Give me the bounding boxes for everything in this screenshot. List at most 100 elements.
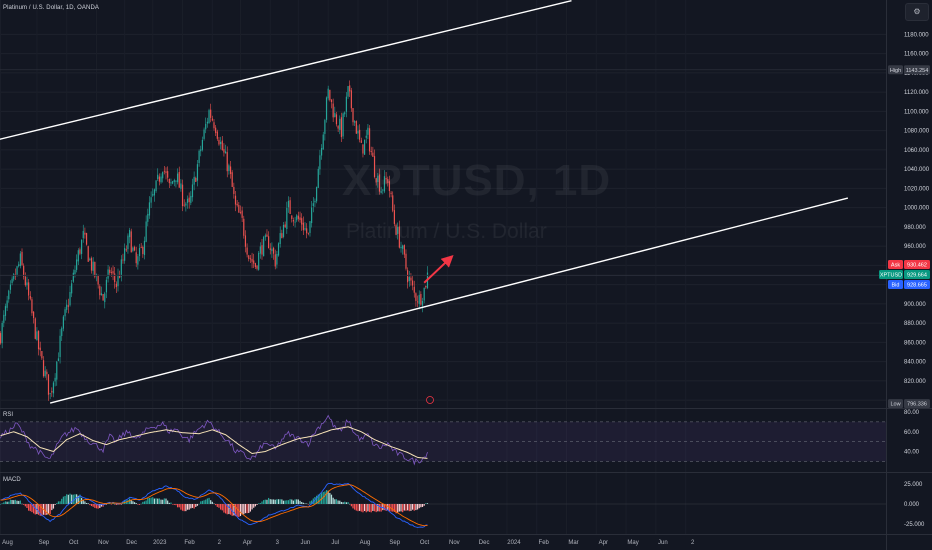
- gear-icon[interactable]: ⚙: [905, 3, 929, 21]
- macd-histogram-bar: [407, 504, 409, 511]
- rsi-pane[interactable]: [0, 414, 886, 466]
- candle-body: [57, 358, 60, 361]
- macd-histogram-bar: [292, 500, 295, 504]
- bid-value: 928.665: [907, 283, 927, 289]
- x-tick-label: Aug: [2, 540, 13, 546]
- candle-body: [282, 224, 285, 237]
- macd-histogram-bar: [39, 504, 41, 516]
- candle-body: [205, 123, 207, 130]
- macd-histogram-bar: [220, 504, 222, 510]
- red-arrow[interactable]: [423, 254, 454, 284]
- macd-histogram-bar: [277, 499, 280, 504]
- macd-histogram-bar: [254, 504, 256, 507]
- low-label: Low: [890, 402, 900, 408]
- macd-histogram-bar: [264, 499, 266, 504]
- candle-body: [137, 256, 139, 265]
- candle-body: [281, 233, 283, 239]
- macd-histogram-bar: [128, 498, 131, 504]
- candle-body: [13, 273, 15, 280]
- macd-histogram-bar: [339, 500, 341, 504]
- alert-icon[interactable]: [426, 396, 434, 404]
- candle-body: [92, 261, 94, 271]
- candle-body: [163, 170, 165, 172]
- macd-histogram-bar: [370, 504, 372, 513]
- lower-channel-line[interactable]: [49, 197, 849, 404]
- candle-body: [416, 301, 419, 303]
- upper-channel-line[interactable]: [0, 0, 572, 141]
- macd-histogram-bar: [208, 497, 210, 504]
- candle-body: [420, 294, 422, 305]
- candle-body: [229, 166, 232, 174]
- macd-histogram-bar: [196, 504, 199, 506]
- rsi-line: [0, 414, 428, 466]
- high-badge: High 1143.254: [888, 65, 930, 75]
- macd-histogram-bar: [67, 494, 69, 504]
- candle-body: [357, 130, 359, 134]
- x-tick-label: Nov: [449, 540, 460, 546]
- macd-histogram-bar: [37, 504, 40, 515]
- candle-body: [150, 197, 152, 203]
- candle-body: [385, 177, 387, 180]
- macd-histogram-bar: [241, 504, 243, 515]
- high-value-bg: [904, 65, 930, 75]
- candle-body: [0, 333, 2, 344]
- macd-histogram-bar: [213, 503, 215, 505]
- macd-histogram-bar: [231, 504, 233, 516]
- y-tick-label: 40.00: [904, 450, 920, 456]
- candle-body: [119, 276, 121, 278]
- time-axis[interactable]: Aug Sep Oct Nov Dec 2023 Feb 2 Apr 3 Jun Jul Aug Sep O…: [2, 540, 695, 546]
- candle-body: [320, 148, 323, 156]
- macd-histogram-bar: [340, 501, 343, 504]
- candle-body: [268, 236, 270, 249]
- candle-body: [352, 108, 354, 123]
- y-tick-label: 60.00: [904, 430, 920, 436]
- macd-histogram-bar: [28, 504, 30, 511]
- rsi-ma-line: [0, 426, 428, 459]
- watermark-symbol: XPTUSD, 1D: [342, 156, 612, 205]
- candle-body: [408, 277, 410, 281]
- macd-histogram-bar: [99, 504, 101, 508]
- y-tick-label: 1040.000: [904, 167, 930, 173]
- macd-histogram-bar: [426, 503, 429, 504]
- macd-histogram-bar: [47, 504, 50, 514]
- bid-value-bg: [904, 280, 930, 289]
- macd-histogram-bar: [215, 504, 217, 506]
- x-tick-label: 2: [218, 540, 222, 546]
- candle-body: [314, 200, 316, 203]
- macd-histogram-bar: [253, 504, 255, 508]
- macd-histogram-bar: [147, 498, 149, 504]
- candle-body: [393, 210, 395, 224]
- macd-histogram-bar: [198, 503, 200, 505]
- x-tick-label: Feb: [184, 540, 195, 546]
- candle-body: [143, 240, 146, 256]
- candle-body: [183, 204, 185, 206]
- x-tick-label: Jun: [301, 540, 311, 546]
- macd-histogram-bar: [193, 504, 195, 509]
- candle-body: [344, 112, 346, 115]
- candle-body: [47, 374, 50, 395]
- candle-body: [62, 316, 64, 329]
- macd-histogram-bar: [307, 504, 309, 505]
- candle-body: [195, 177, 197, 182]
- price-pane[interactable]: [0, 0, 886, 404]
- candle-body: [411, 280, 414, 286]
- candle-body: [71, 283, 73, 294]
- candle-body: [11, 278, 13, 283]
- candle-body: [206, 121, 208, 124]
- candle-body: [196, 164, 199, 181]
- macd-histogram-bar: [402, 504, 404, 513]
- candle-body: [329, 89, 331, 101]
- candle-body: [130, 231, 132, 253]
- macd-histogram-bar: [405, 504, 407, 511]
- macd-histogram-bar: [224, 504, 227, 514]
- macd-pane[interactable]: [0, 482, 886, 528]
- candle-body: [122, 259, 124, 261]
- macd-histogram-bar: [287, 500, 290, 504]
- y-tick-label: 1060.000: [904, 148, 930, 154]
- candle-body: [223, 149, 225, 153]
- watermark-description: Platinum / U.S. Dollar: [346, 220, 547, 243]
- candle-body: [387, 178, 389, 184]
- candle-body: [52, 382, 55, 394]
